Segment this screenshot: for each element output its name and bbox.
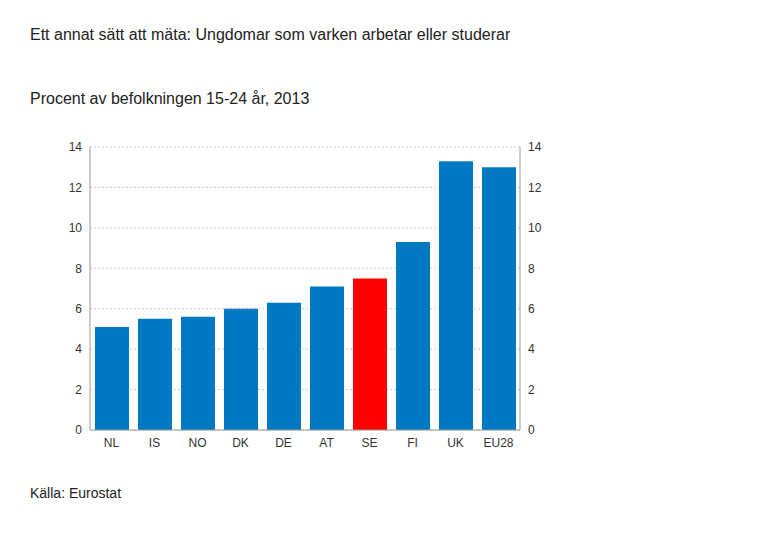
html-text:Ett annat sätt att mäta: Ungdo: Ett annat sätt att mäta: Ungdomar som va… (30, 26, 511, 43)
svg-text:NO: NO (189, 436, 207, 450)
svg-text:FI: FI (407, 436, 418, 450)
svg-text:0: 0 (528, 423, 535, 437)
svg-text:SE: SE (361, 436, 377, 450)
svg-text:4: 4 (528, 342, 535, 356)
svg-text:EU28: EU28 (483, 436, 513, 450)
svg-text:8: 8 (528, 262, 535, 276)
svg-text:6: 6 (528, 302, 535, 316)
html-text:Källa: Eurostat: Källa: Eurostat (30, 485, 122, 501)
svg-text:10: 10 (69, 221, 83, 235)
svg-text:0: 0 (75, 423, 82, 437)
svg-text:DK: DK (232, 436, 249, 450)
html-text:Procent av befolkningen 15-24: Procent av befolkningen 15-24 år, 2013 (30, 90, 310, 107)
svg-text:AT: AT (319, 436, 334, 450)
svg-text:IS: IS (149, 436, 160, 450)
svg-text:10: 10 (528, 221, 542, 235)
svg-text:6: 6 (75, 302, 82, 316)
svg-text:12: 12 (69, 181, 83, 195)
svg-text:14: 14 (69, 140, 83, 154)
svg-text:NL: NL (104, 436, 120, 450)
svg-text:DE: DE (275, 436, 292, 450)
svg-text:2: 2 (75, 383, 82, 397)
svg-text:14: 14 (528, 140, 542, 154)
svg-text:8: 8 (75, 262, 82, 276)
svg-text:UK: UK (447, 436, 464, 450)
svg-text:2: 2 (528, 383, 535, 397)
svg-text:12: 12 (528, 181, 542, 195)
svg-text:4: 4 (75, 342, 82, 356)
